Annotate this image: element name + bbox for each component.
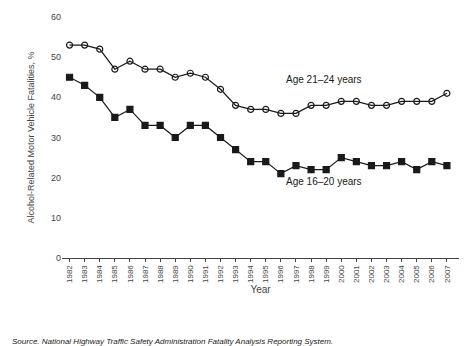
svg-text:2005: 2005 [412,265,421,283]
svg-text:2003: 2003 [382,265,391,283]
svg-text:1984: 1984 [95,265,104,283]
svg-text:60: 60 [51,12,61,22]
svg-text:Age 21–24 years: Age 21–24 years [286,74,362,85]
svg-text:2001: 2001 [352,265,361,283]
svg-text:10: 10 [51,213,61,223]
svg-text:40: 40 [51,92,61,102]
svg-text:1990: 1990 [186,265,195,283]
svg-text:Year: Year [250,284,271,295]
svg-text:1993: 1993 [231,265,240,283]
svg-text:1999: 1999 [322,265,331,283]
svg-text:1988: 1988 [156,265,165,283]
svg-text:1986: 1986 [126,265,135,283]
svg-text:1987: 1987 [141,265,150,283]
svg-text:20: 20 [51,173,61,183]
svg-text:1983: 1983 [80,265,89,283]
svg-text:1992: 1992 [216,265,225,283]
svg-text:1996: 1996 [276,265,285,283]
svg-text:2007: 2007 [443,265,452,283]
svg-text:1997: 1997 [292,265,301,283]
svg-text:2000: 2000 [337,265,346,283]
svg-text:Source. National Highway Traff: Source. National Highway Traffic Safety … [12,337,333,346]
svg-text:1982: 1982 [65,265,74,283]
svg-text:1995: 1995 [261,265,270,283]
svg-text:1985: 1985 [110,265,119,283]
svg-text:30: 30 [51,133,61,143]
svg-text:1991: 1991 [201,265,210,283]
svg-text:Alcohol-Related Motor Vehicle: Alcohol-Related Motor Vehicle Fatalities… [26,51,36,223]
svg-text:1994: 1994 [246,265,255,283]
svg-text:2004: 2004 [397,265,406,283]
svg-text:1989: 1989 [171,265,180,283]
svg-text:0: 0 [56,253,61,263]
svg-text:Age 16–20 years: Age 16–20 years [286,176,362,187]
svg-text:2002: 2002 [367,265,376,283]
svg-text:1998: 1998 [307,265,316,283]
svg-text:50: 50 [51,52,61,62]
svg-text:2006: 2006 [427,265,436,283]
